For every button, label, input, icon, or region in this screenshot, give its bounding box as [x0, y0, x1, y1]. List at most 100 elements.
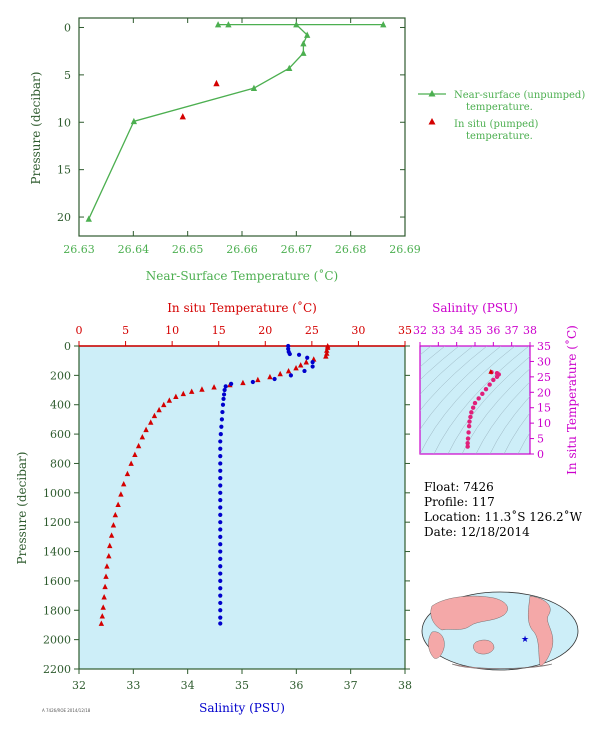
ts-plot-background	[419, 345, 531, 455]
top-x-tick-label: 26.66	[226, 243, 258, 256]
temperature-profile-point	[101, 594, 107, 600]
salinity-profile-point	[218, 527, 223, 532]
legend-unpumped-line2: temperature.	[466, 102, 533, 113]
salinity-profile-point	[287, 351, 292, 357]
salinity-profile-point	[305, 355, 310, 360]
ts-point	[467, 419, 472, 424]
top-y-tick-label: 5	[64, 69, 71, 82]
top-x-tick-label: 26.63	[63, 243, 95, 256]
unpumped-temperature-point	[130, 117, 138, 125]
density-contour	[475, 381, 530, 454]
salinity-profile-point	[223, 384, 228, 389]
top-x-tick-label: 26.69	[389, 243, 421, 256]
map-landmass-australia	[473, 639, 495, 655]
ts-point	[465, 436, 471, 441]
salinity-profile-point	[218, 556, 223, 561]
top-y-ticks: 0 5 10 15 20	[57, 21, 405, 224]
ts-point	[480, 391, 485, 397]
ts-salinity-tick-label: 34	[450, 324, 464, 337]
pumped-temperature-point	[213, 79, 220, 87]
salinity-profile-point	[218, 608, 223, 613]
salinity-profile-point	[218, 446, 223, 451]
temperature-profile-point	[156, 406, 162, 413]
density-contour	[517, 432, 530, 454]
ts-point	[494, 370, 500, 376]
temperature-salinity-profile-chart: 0 5 10 15 20 25 30 35 32 33 34 35 36 37 38 0 200 400 600 80…	[15, 300, 412, 715]
salinity-profile-point	[218, 621, 223, 626]
salinity-profile-point	[222, 387, 227, 393]
salinity-profile-point	[218, 498, 223, 503]
pressure-tick-label: 600	[50, 428, 71, 441]
top-y-tick-label: 0	[64, 21, 71, 34]
density-contour	[503, 412, 530, 454]
temperature-profile-point	[285, 367, 292, 374]
temperature-profile-point	[180, 390, 187, 397]
salinity-profile-point	[220, 409, 225, 415]
pressure-tick-label: 400	[50, 399, 71, 412]
temperature-tick-label: 10	[165, 324, 179, 337]
unpumped-temperature-point	[304, 31, 311, 38]
density-contour	[420, 346, 502, 430]
temperature-profile-point	[99, 613, 105, 619]
temperature-profile-point	[132, 451, 138, 458]
temperature-profile-point	[112, 511, 119, 518]
ts-point	[487, 382, 492, 387]
temperature-profile-point	[161, 401, 167, 408]
temperature-profile-point	[303, 359, 309, 365]
salinity-profile-point	[218, 593, 223, 598]
top-y-tick-label: 10	[57, 116, 71, 129]
ts-y-axis-label: In situ Temperature (˚C)	[564, 325, 579, 475]
pressure-tick-label: 200	[50, 369, 71, 382]
salinity-profile-point	[218, 586, 223, 591]
float-info-panel: Float: 7426 Profile: 117 Location: 11.3˚…	[424, 480, 582, 540]
top-plot-frame	[78, 17, 406, 237]
top-x-axis-label: Near-Surface Temperature (˚C)	[146, 268, 338, 283]
ts-point	[465, 444, 470, 449]
temperature-profile-point	[143, 426, 149, 433]
ts-temperature-tick-label: 30	[537, 355, 551, 368]
temperature-profile-point	[124, 470, 131, 477]
temperature-profile-point	[173, 393, 179, 400]
ts-temperature-tick-label: 0	[537, 448, 544, 461]
salinity-profile-point	[218, 490, 223, 495]
salinity-tick-label: 33	[126, 679, 140, 692]
top-x-tick-label: 26.67	[281, 243, 313, 256]
temperature-profile-point	[211, 384, 217, 390]
ts-temperature-tick-label: 5	[537, 433, 544, 446]
unpumped-temperature-point	[300, 49, 307, 56]
salinity-profile-point	[310, 360, 315, 365]
temperature-profile-point	[166, 397, 173, 403]
salinity-tick-label: 34	[181, 679, 195, 692]
temperature-profile-point	[103, 573, 109, 579]
temperature-profile-point	[139, 434, 146, 440]
salinity-profile-point	[218, 505, 223, 510]
salinity-profile-point	[220, 402, 226, 407]
ts-salinity-tick-label: 32	[413, 324, 427, 337]
ts-temperature-tick-label: 25	[537, 371, 551, 384]
salinity-profile-point	[250, 379, 255, 385]
temperature-profile-point	[297, 362, 304, 368]
temperature-profile-point	[110, 522, 117, 528]
main-top-axis-label: In situ Temperature (˚C)	[167, 300, 317, 315]
ts-temperature-tick-label: 10	[537, 417, 551, 430]
salinity-profile-point	[219, 417, 224, 422]
main-y-axis-label: Pressure (decibar)	[15, 452, 29, 565]
salinity-profile-point	[218, 571, 223, 576]
pressure-tick-label: 0	[64, 340, 71, 353]
ts-temperature-tick-label: 20	[537, 386, 551, 399]
ts-axis-ticks: 32 33 34 35 36 37 38 0 5 10 15 20 25 30 35	[413, 324, 551, 461]
top-legend: Near-surface (unpumped) temperature. In …	[418, 90, 585, 142]
temperature-profile-point	[98, 620, 105, 626]
unpumped-temperature-point	[214, 21, 222, 28]
ts-diagram: 32 33 34 35 36 37 38 0 5 10 15 20 25 30 35 Salinity (P…	[413, 301, 579, 475]
temperature-profile-point	[102, 583, 108, 590]
pressure-tick-label: 1800	[43, 604, 71, 617]
salinity-profile-point	[218, 483, 223, 488]
salinity-tick-label: 37	[344, 679, 358, 692]
salinity-profile-point	[272, 376, 277, 382]
ts-point	[491, 377, 496, 383]
ts-salinity-tick-label: 37	[505, 324, 519, 337]
temperature-profile-point	[267, 373, 273, 380]
salinity-profile-point	[218, 578, 223, 584]
